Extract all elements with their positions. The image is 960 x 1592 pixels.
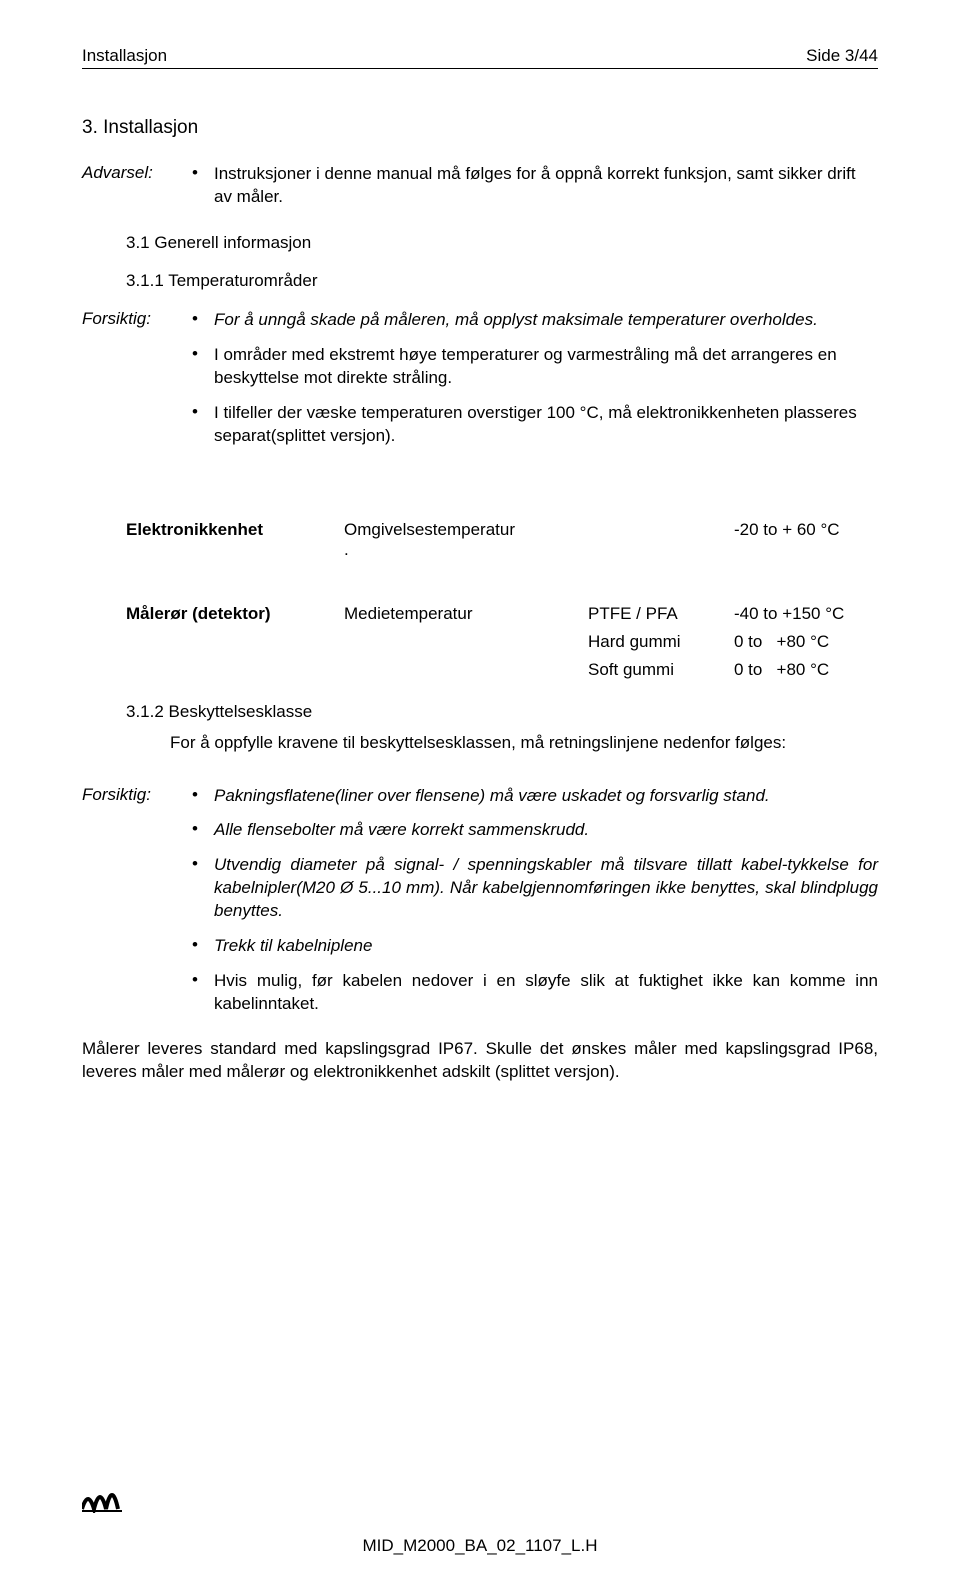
- tbl2-r1-c4: -40 to +150 °C: [734, 604, 878, 624]
- forsiktig2-b3: • Utvendig diameter på signal- / spennin…: [82, 854, 878, 923]
- header-left: Installasjon: [82, 46, 167, 66]
- para-3-1-2: For å oppfylle kravene til beskyttelsesk…: [170, 732, 878, 755]
- forsiktig2-label: Forsiktig:: [82, 785, 192, 808]
- table1-row: Elektronikkenhet Omgivelsestemperatur . …: [82, 520, 878, 560]
- forsiktig1-text3: I tilfeller der væske temperaturen overs…: [214, 402, 878, 448]
- forsiktig2-b1: Forsiktig: • Pakningsflatene(liner over …: [82, 785, 878, 808]
- forsiktig1-b3: • I tilfeller der væske temperaturen ove…: [82, 402, 878, 448]
- tbl2-r1-c3: PTFE / PFA: [588, 604, 734, 624]
- tbl1-c1: Elektronikkenhet: [126, 520, 344, 560]
- forsiktig2-b2: • Alle flensebolter må være korrekt samm…: [82, 819, 878, 842]
- tbl2-r1-c2: Medietemperatur: [344, 604, 588, 624]
- forsiktig2-text3: Utvendig diameter på signal- / spennings…: [214, 854, 878, 923]
- table2-row2: Hard gummi 0 to +80 °C: [82, 632, 878, 652]
- header-right: Side 3/44: [806, 46, 878, 66]
- forsiktig2-text2: Alle flensebolter må være korrekt sammen…: [214, 819, 878, 842]
- advarsel-text: Instruksjoner i denne manual må følges f…: [214, 163, 878, 209]
- tbl2-r1-c1: Målerør (detektor): [126, 604, 344, 624]
- tbl2-r3-c3: Soft gummi: [588, 660, 734, 680]
- forsiktig1-text2: I områder med ekstremt høye temperaturer…: [214, 344, 878, 390]
- forsiktig1-b1: Forsiktig: • For å unngå skade på målere…: [82, 309, 878, 332]
- tbl2-r2-c3: Hard gummi: [588, 632, 734, 652]
- forsiktig1-b2: • I områder med ekstremt høye temperatur…: [82, 344, 878, 390]
- forsiktig2-b5: • Hvis mulig, før kabelen nedover i en s…: [82, 970, 878, 1016]
- advarsel-label: Advarsel:: [82, 163, 192, 209]
- tbl1-c4: -20 to + 60 °C: [734, 520, 878, 560]
- bullet-icon: •: [192, 344, 214, 390]
- tbl1-c2: Omgivelsestemperatur .: [344, 520, 588, 560]
- bullet-icon: •: [192, 970, 214, 1016]
- table2-row3: Soft gummi 0 to +80 °C: [82, 660, 878, 680]
- subheading-3-1-2: 3.1.2 Beskyttelsesklasse: [126, 702, 878, 722]
- forsiktig2-text5: Hvis mulig, før kabelen nedover i en slø…: [214, 970, 878, 1016]
- bullet-icon: •: [192, 785, 214, 808]
- tbl2-r3-c4: 0 to +80 °C: [734, 660, 878, 680]
- advarsel-block: Advarsel: • Instruksjoner i denne manual…: [82, 163, 878, 209]
- forsiktig1-text1: For å unngå skade på måleren, må opplyst…: [214, 309, 878, 332]
- section-title: 3. Installasjon: [82, 117, 878, 139]
- table2-row1: Målerør (detektor) Medietemperatur PTFE …: [82, 604, 878, 624]
- bullet-icon: •: [192, 163, 214, 209]
- forsiktig2-text4: Trekk til kabelniplene: [214, 935, 878, 958]
- subheading-3-1-1: 3.1.1 Temperaturområder: [126, 271, 878, 291]
- bullet-icon: •: [192, 819, 214, 842]
- subheading-3-1: 3.1 Generell informasjon: [126, 233, 878, 253]
- bullet-icon: •: [192, 402, 214, 448]
- bullet-icon: •: [192, 309, 214, 332]
- forsiktig2-text1: Pakningsflatene(liner over flensene) må …: [214, 785, 878, 808]
- forsiktig2-b4: • Trekk til kabelniplene: [82, 935, 878, 958]
- final-paragraph: Målerer leveres standard med kapslingsgr…: [82, 1038, 878, 1084]
- forsiktig-label: Forsiktig:: [82, 309, 192, 332]
- page-header: Installasjon Side 3/44: [82, 46, 878, 69]
- bullet-icon: •: [192, 935, 214, 958]
- bullet-icon: •: [192, 854, 214, 923]
- page-footer: MID_M2000_BA_02_1107_L.H: [0, 1536, 960, 1556]
- tbl2-r2-c4: 0 to +80 °C: [734, 632, 878, 652]
- logo-icon: [82, 1479, 128, 1518]
